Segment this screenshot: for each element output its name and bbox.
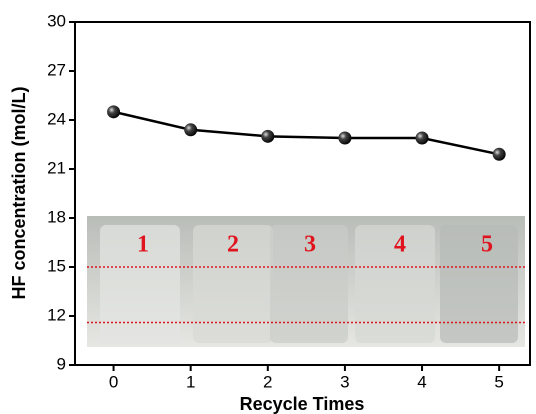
inset-label: 1	[137, 232, 149, 258]
x-tick-label: 4	[417, 372, 426, 391]
inset-label: 2	[227, 232, 239, 258]
x-tick-label: 1	[186, 372, 195, 391]
x-tick-label: 3	[340, 372, 349, 391]
inset-label: 3	[304, 232, 316, 258]
y-tick-label: 18	[47, 207, 66, 226]
y-tick-label: 21	[47, 158, 66, 177]
x-tick-label: 5	[494, 372, 503, 391]
data-point	[338, 131, 352, 145]
data-point	[415, 131, 429, 145]
y-tick-label: 12	[47, 305, 66, 324]
y-tick-label: 27	[47, 60, 66, 79]
data-point	[184, 123, 198, 137]
y-tick-label: 24	[47, 109, 66, 128]
x-tick-label: 2	[263, 372, 272, 391]
y-tick-label: 30	[47, 11, 66, 30]
inset-label: 4	[394, 232, 406, 258]
x-tick-label: 0	[109, 372, 118, 391]
data-point	[261, 129, 275, 143]
plot-frame	[74, 21, 531, 366]
data-point	[492, 147, 506, 161]
data-line	[113, 110, 500, 156]
inset-label: 5	[481, 232, 493, 258]
y-tick-label: 9	[57, 354, 66, 373]
photo-inset	[87, 216, 525, 347]
data-point	[107, 105, 121, 119]
x-axis-title: Recycle Times	[240, 394, 365, 414]
y-tick-label: 15	[47, 256, 66, 275]
y-axis-title: HF concentration (mol/L)	[9, 87, 29, 300]
